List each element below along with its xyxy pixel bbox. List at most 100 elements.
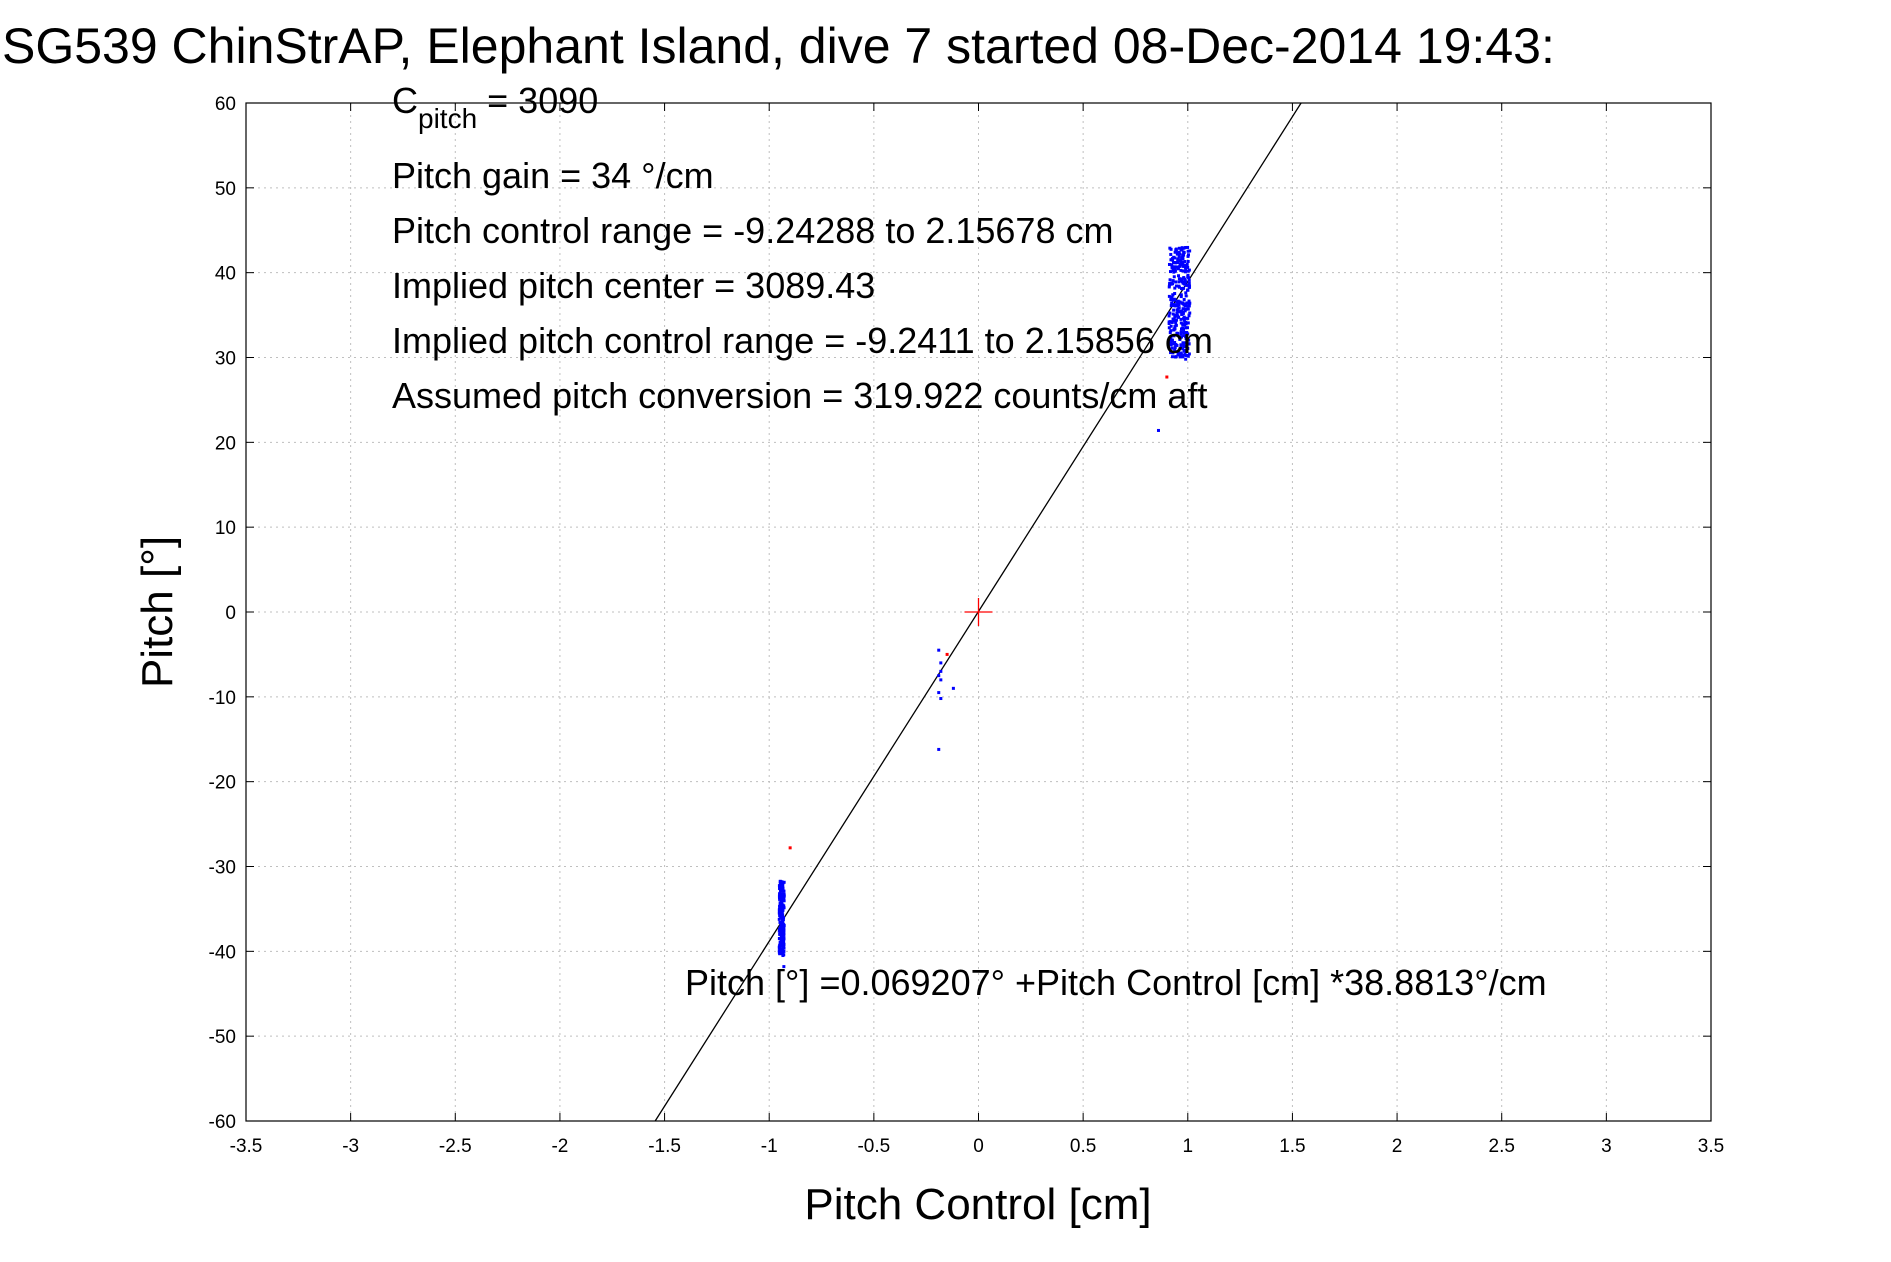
data-point xyxy=(781,952,785,956)
data-point xyxy=(1186,321,1190,325)
data-point xyxy=(1167,294,1171,298)
data-point xyxy=(1168,311,1172,315)
data-point xyxy=(1169,324,1173,328)
y-tick-label: 60 xyxy=(215,94,236,115)
data-point xyxy=(1184,265,1188,269)
data-point xyxy=(1169,298,1173,302)
data-point xyxy=(1176,257,1180,261)
data-point xyxy=(777,917,781,921)
y-tick-label: 20 xyxy=(215,433,236,454)
y-tick-label: -60 xyxy=(209,1112,236,1133)
data-point xyxy=(1179,258,1183,262)
data-point xyxy=(1167,285,1171,289)
data-point xyxy=(782,929,786,933)
data-point xyxy=(1186,354,1190,358)
data-point xyxy=(1184,264,1188,268)
y-tick-label: -20 xyxy=(209,773,236,794)
data-point xyxy=(1168,270,1172,274)
data-point xyxy=(1170,264,1174,268)
data-point xyxy=(1174,249,1178,253)
pitch-gain-annotation: Pitch gain = 34 °/cm xyxy=(392,155,714,196)
data-point xyxy=(1175,300,1179,304)
data-point xyxy=(788,846,792,850)
data-point xyxy=(1180,301,1184,305)
data-point xyxy=(939,661,943,665)
x-tick-label: 1 xyxy=(1182,1136,1193,1157)
data-point xyxy=(1174,355,1178,359)
y-tick-label: 0 xyxy=(225,603,236,624)
data-point xyxy=(1187,314,1191,318)
data-point xyxy=(1173,298,1177,302)
data-point xyxy=(951,686,955,690)
data-point xyxy=(1177,250,1181,254)
y-tick-label: 50 xyxy=(215,179,236,200)
data-point xyxy=(782,906,786,910)
data-point xyxy=(778,927,782,931)
data-point xyxy=(1169,335,1173,339)
data-point xyxy=(782,965,786,969)
data-point xyxy=(1186,245,1190,249)
data-point xyxy=(778,881,782,885)
data-point xyxy=(777,937,781,941)
y-tick-label: -50 xyxy=(209,1027,236,1048)
data-point xyxy=(1177,301,1181,305)
data-point xyxy=(1184,302,1188,306)
data-point xyxy=(1186,316,1190,320)
data-point xyxy=(1182,353,1186,357)
data-point xyxy=(1180,256,1184,260)
data-point xyxy=(1169,329,1173,333)
data-point xyxy=(1183,348,1187,352)
data-point xyxy=(780,923,784,927)
data-point xyxy=(1169,247,1173,251)
data-point xyxy=(778,925,782,929)
data-point xyxy=(1174,342,1178,346)
data-point xyxy=(1186,269,1190,273)
data-point xyxy=(1187,281,1191,285)
data-point xyxy=(1168,331,1172,335)
data-point xyxy=(778,951,782,955)
data-point xyxy=(1187,302,1191,306)
data-point xyxy=(1184,316,1188,320)
data-point xyxy=(939,669,943,673)
data-point xyxy=(1179,279,1183,283)
x-tick-label: -2.5 xyxy=(439,1136,472,1157)
data-point xyxy=(1183,309,1187,313)
data-point xyxy=(1182,316,1186,320)
data-point xyxy=(778,932,782,936)
data-point xyxy=(1186,307,1190,311)
data-point xyxy=(780,935,784,939)
data-point xyxy=(1177,254,1181,258)
data-point xyxy=(937,747,941,751)
data-point xyxy=(1181,347,1185,351)
data-point xyxy=(1171,317,1175,321)
data-point xyxy=(782,880,786,884)
data-point xyxy=(1183,321,1187,325)
data-point xyxy=(1175,304,1179,308)
data-point xyxy=(1186,249,1190,253)
data-point xyxy=(1170,266,1174,270)
data-point xyxy=(1178,252,1182,256)
data-point xyxy=(1169,258,1173,262)
data-point xyxy=(779,884,783,888)
x-tick-label: -0.5 xyxy=(857,1136,890,1157)
data-point xyxy=(1186,265,1190,269)
data-point xyxy=(1179,317,1183,321)
data-point xyxy=(1179,330,1183,334)
data-point xyxy=(777,945,781,949)
data-point xyxy=(780,892,784,896)
data-point xyxy=(1174,261,1178,265)
data-point xyxy=(1174,318,1178,322)
x-tick-labels: -3.5 -3 -2.5 -2 -1.5 -1 -0.5 0 0.5 1 1.5 2 2.5 3 3.5 xyxy=(230,1136,1725,1157)
chart-title: SG539 ChinStrAP, Elephant Island, dive 7… xyxy=(2,18,1555,74)
data-point xyxy=(780,948,784,952)
data-point xyxy=(1167,322,1171,326)
data-point xyxy=(1185,353,1189,357)
data-point xyxy=(1174,248,1178,252)
data-point xyxy=(1184,336,1188,340)
data-point xyxy=(778,901,782,905)
data-point xyxy=(1172,275,1176,279)
data-point xyxy=(1173,327,1177,331)
data-point xyxy=(1178,337,1182,341)
y-axis-label: Pitch [°] xyxy=(133,536,182,688)
data-point xyxy=(778,886,782,890)
